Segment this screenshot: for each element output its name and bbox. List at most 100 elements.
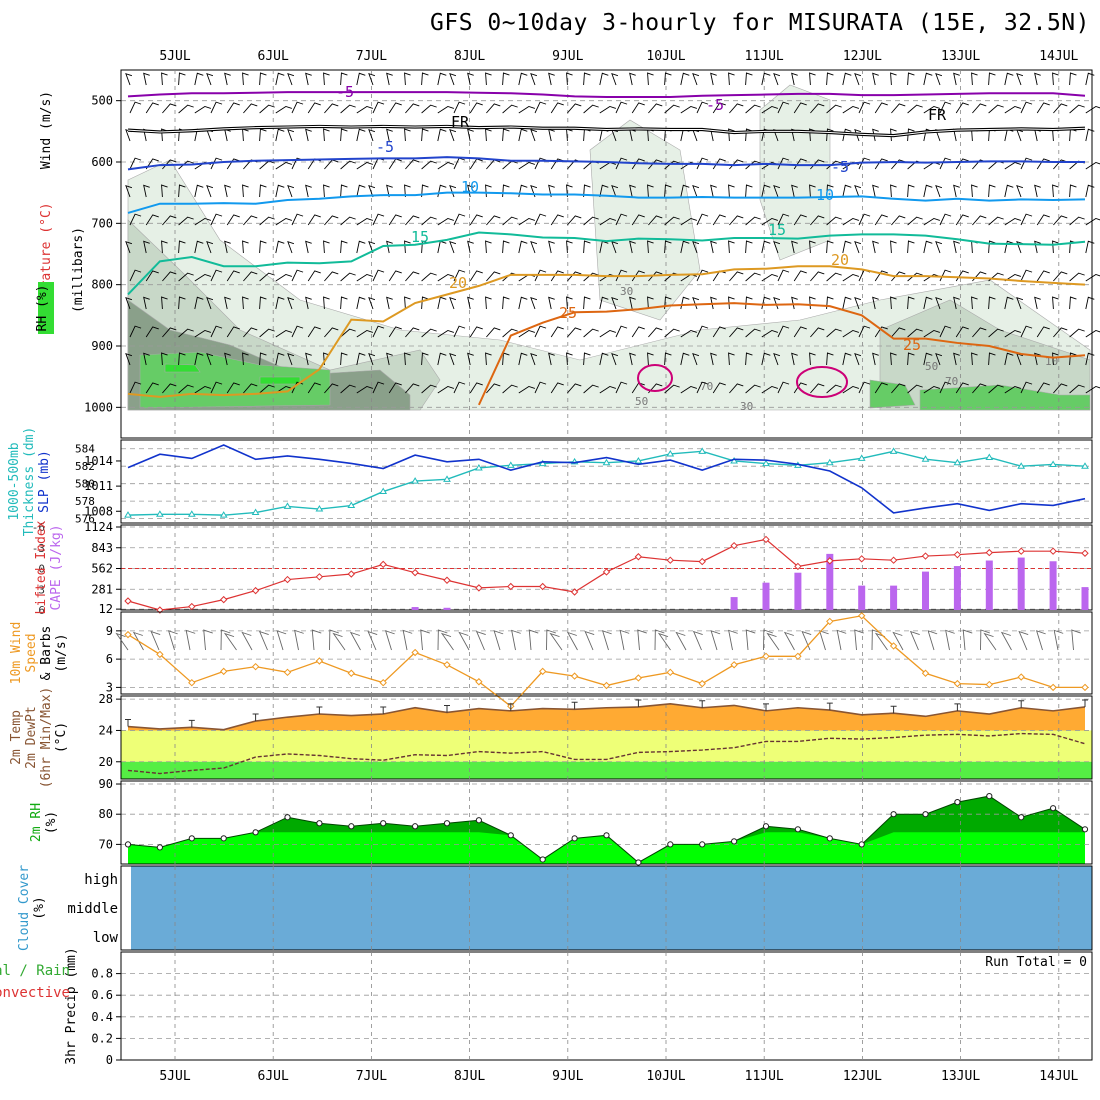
wind-barb (793, 270, 807, 282)
wind-barb (178, 240, 186, 254)
wind-barb (485, 240, 492, 254)
wind-barb-10m (384, 630, 395, 651)
thickness-marker (156, 510, 164, 517)
wind-barb (1085, 273, 1100, 282)
cape-bar (1049, 561, 1057, 610)
wind-barb (1034, 240, 1041, 254)
wind-barb-10m (745, 629, 756, 651)
wind-barb (773, 185, 781, 198)
wind-barb (388, 214, 402, 226)
rh-contour-label: 50 (925, 360, 938, 373)
wind-barb (206, 73, 214, 86)
rh-shading (869, 379, 916, 409)
wind-barb (194, 105, 212, 114)
y-tick-label: 0.6 (91, 988, 113, 1002)
wind-barb (1085, 217, 1100, 226)
wind-barb (486, 383, 501, 394)
rh-marker (1018, 814, 1025, 821)
wind-barb (826, 384, 842, 394)
wind-barb (386, 352, 393, 366)
wind-barb (988, 104, 1004, 114)
rh-area-low (128, 832, 1085, 864)
wind-barb (518, 352, 528, 366)
wind-barb (680, 296, 690, 310)
wind-barb (143, 184, 150, 198)
wind-barb (761, 352, 771, 366)
wind-barb (485, 352, 492, 366)
li-marker (857, 555, 866, 563)
wind-barb (125, 353, 133, 366)
wind-barb (907, 328, 923, 338)
date-label-bottom: 9JUL (552, 1069, 583, 1084)
wind-barb (1053, 327, 1068, 338)
thickness-marker (219, 511, 228, 518)
wind-barb (530, 353, 538, 366)
wind-speed-marker (857, 612, 866, 620)
wind-barb (194, 329, 212, 338)
temp-band-20-24 (121, 730, 1092, 762)
wind-barb (1016, 73, 1024, 86)
wind-barb (761, 105, 779, 114)
isotherm-line (127, 125, 1086, 137)
wind-barb (485, 128, 492, 142)
wind-barb (858, 157, 871, 170)
isotherm-label: 25 (559, 304, 577, 322)
wind-barb (206, 241, 214, 254)
wind-barb (1052, 72, 1059, 86)
wind-barb (935, 353, 943, 366)
wind-barb (696, 381, 709, 394)
rh-marker (699, 841, 706, 848)
isotherm-label: 25 (903, 336, 921, 354)
wind-barb-10m (329, 629, 339, 651)
wind-barb (712, 382, 726, 394)
wind-barb (647, 296, 654, 310)
wind-barb (259, 352, 267, 366)
wind-barb (259, 384, 275, 394)
wind-barb (242, 72, 249, 86)
wind-barb (611, 297, 619, 310)
wind-barb (972, 327, 987, 338)
wind-barb (404, 128, 411, 142)
wind-barb (502, 160, 518, 170)
wind-barb (842, 273, 860, 282)
wind-barb (372, 157, 385, 170)
wind-barb (502, 72, 510, 86)
wind-barb (615, 213, 628, 226)
isotherm-label: 20 (449, 274, 467, 292)
wind-barb (340, 184, 348, 198)
wind-barb (631, 158, 645, 170)
wind-barb (518, 105, 536, 114)
wind-barb (356, 385, 374, 394)
wind-barb (206, 185, 214, 198)
isotherm-30-loop (796, 366, 848, 398)
wind-barb (356, 296, 366, 310)
wind-barb (291, 101, 304, 114)
wind-barb (340, 128, 348, 142)
isotherm-label: 20 (831, 251, 849, 269)
wind-barb (243, 327, 258, 338)
wind-barb (324, 103, 339, 114)
wind-barb (777, 269, 790, 282)
wind-barb (1085, 184, 1095, 198)
panel-label: 2m DewPt (24, 706, 39, 769)
wind-barb (664, 328, 680, 338)
wind-barb (858, 381, 871, 394)
wind-barb (259, 240, 267, 254)
rh-contour-label: 50 (635, 395, 648, 408)
wind-barb (648, 159, 663, 170)
cape-bar (730, 597, 738, 610)
wind-barb (340, 240, 348, 254)
wind-barb (206, 353, 214, 366)
date-label-top: 12JUL (843, 49, 882, 64)
wind-barb (386, 184, 393, 198)
wind-barb-10m (710, 630, 721, 651)
thickness-marker (283, 502, 292, 509)
wind-speed-marker (219, 667, 228, 676)
wind-barb (388, 102, 402, 114)
y-tick-label: 1124 (84, 520, 113, 534)
wind-barb (1004, 184, 1014, 198)
wind-barb (629, 296, 636, 310)
rh-marker (922, 811, 929, 818)
wind-barb (368, 185, 376, 198)
